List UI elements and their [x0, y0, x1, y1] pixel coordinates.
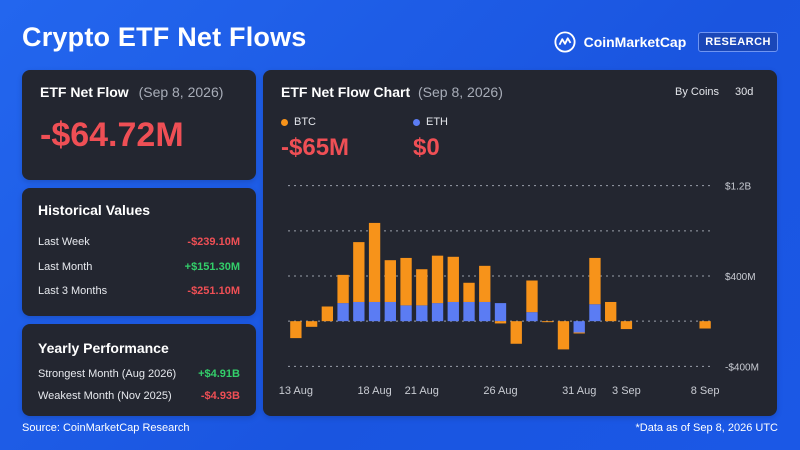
yearly-value: -$4.93B	[200, 390, 240, 402]
coinmarketcap-logo-icon	[554, 31, 576, 53]
eth-bar	[416, 305, 428, 322]
eth-bar	[431, 303, 444, 322]
historical-value: -$251.10M	[187, 285, 240, 297]
btc-bar	[290, 321, 302, 339]
btc-bar	[321, 306, 334, 322]
btc-bar	[542, 321, 554, 323]
historical-label: Last Month	[38, 261, 93, 273]
net-flow-chart-card: $1.2B $400M -$400M 13 Aug 18 Aug 21 Aug 26 Aug…	[263, 70, 777, 416]
btc-bar	[368, 222, 381, 302]
btc-bar	[510, 321, 522, 344]
historical-label: Last 3 Months	[38, 285, 108, 297]
btc-bar	[463, 282, 475, 302]
chart-date: (Sep 8, 2026)	[418, 84, 503, 100]
footer-note: *Data as of Sep 8, 2026 UTC	[635, 422, 778, 434]
eth-bar	[589, 304, 601, 322]
chart-title: ETF Net Flow Chart	[281, 84, 411, 100]
brand-badge: RESEARCH	[698, 32, 778, 52]
x-tick-label: 3 Sep	[612, 385, 641, 397]
historical-row: Last Week -$239.10M	[38, 236, 240, 248]
btc-bar	[305, 321, 318, 327]
btc-dot-icon	[281, 118, 288, 126]
x-tick-label: 8 Sep	[691, 385, 720, 397]
eth-bar	[384, 301, 396, 322]
eth-bar	[526, 312, 538, 322]
btc-bar	[400, 257, 412, 306]
net-flow-title: ETF Net Flow	[40, 84, 129, 100]
eth-bar	[353, 301, 365, 322]
by-coins-toggle[interactable]: By Coins	[675, 86, 720, 98]
y-tick-label: -$400M	[725, 362, 759, 373]
eth-bar	[400, 305, 412, 322]
y-tick-label: $1.2B	[725, 182, 751, 193]
btc-bar	[416, 269, 428, 306]
btc-bar	[589, 257, 601, 305]
net-flow-card-header: ETF Net Flow (Sep 8, 2026)	[40, 84, 223, 100]
eth-bar	[463, 301, 475, 322]
eth-bar	[447, 301, 459, 322]
btc-bar	[494, 321, 507, 324]
btc-bar	[479, 265, 491, 302]
net-flow-date: (Sep 8, 2026)	[138, 84, 224, 100]
eth-bar	[337, 303, 349, 322]
historical-title: Historical Values	[38, 202, 151, 218]
btc-bar	[526, 280, 538, 313]
btc-bar	[699, 321, 711, 329]
legend-btc-value: -$65M	[281, 134, 350, 161]
btc-bar	[353, 242, 365, 302]
legend-eth: ETH	[413, 116, 448, 128]
yearly-row: Weakest Month (Nov 2025) -$4.93B	[38, 390, 240, 402]
historical-row: Last 3 Months -$251.10M	[38, 285, 240, 297]
brand-name: CoinMarketCap	[583, 34, 687, 50]
legend-eth-value: $0	[413, 134, 440, 161]
btc-bar	[605, 301, 617, 322]
yearly-performance-card: Yearly Performance Strongest Month (Aug …	[22, 324, 256, 416]
yearly-row: Strongest Month (Aug 2026) +$4.91B	[38, 368, 240, 380]
page-title: Crypto ETF Net Flows	[22, 22, 307, 52]
brand-lockup: CoinMarketCap RESEARCH	[554, 30, 778, 54]
net-flow-value: -$64.72M	[40, 116, 184, 154]
btc-bar	[573, 332, 585, 334]
btc-bar	[431, 255, 444, 304]
yearly-label: Strongest Month (Aug 2026)	[38, 368, 177, 380]
btc-bar	[337, 274, 349, 304]
historical-value: +$151.30M	[184, 261, 240, 273]
btc-bar	[557, 321, 570, 350]
footer-source: Source: CoinMarketCap Research	[22, 422, 190, 434]
legend-btc-label: BTC	[294, 116, 316, 128]
x-tick-label: 13 Aug	[279, 385, 313, 397]
historical-row: Last Month +$151.30M	[38, 261, 240, 273]
historical-values-card: Historical Values Last Week -$239.10M La…	[22, 188, 256, 316]
yearly-title: Yearly Performance	[38, 340, 169, 356]
x-tick-label: 18 Aug	[357, 385, 391, 397]
chart-header: ETF Net Flow Chart (Sep 8, 2026)	[281, 84, 503, 100]
eth-dot-icon	[413, 118, 420, 126]
btc-bar	[447, 256, 459, 302]
x-tick-label: 21 Aug	[405, 385, 439, 397]
eth-bar	[368, 301, 381, 322]
btc-bar	[384, 260, 396, 302]
historical-label: Last Week	[38, 236, 90, 248]
legend-btc: BTC	[281, 116, 316, 128]
y-tick-label: $400M	[725, 272, 756, 283]
yearly-label: Weakest Month (Nov 2025)	[38, 390, 172, 402]
historical-value: -$239.10M	[187, 236, 240, 248]
x-tick-label: 26 Aug	[483, 385, 517, 397]
eth-bar	[573, 321, 585, 333]
legend-eth-label: ETH	[426, 116, 448, 128]
x-tick-label: 31 Aug	[562, 385, 596, 397]
btc-bar	[620, 321, 633, 330]
range-30d-toggle[interactable]: 30d	[735, 86, 754, 98]
net-flow-chart: $1.2B $400M -$400M 13 Aug 18 Aug 21 Aug 26 Aug…	[279, 182, 759, 397]
yearly-value: +$4.91B	[198, 368, 240, 380]
eth-bar	[494, 303, 507, 322]
net-flow-card: ETF Net Flow (Sep 8, 2026) -$64.72M	[22, 70, 256, 180]
eth-bar	[479, 301, 491, 322]
